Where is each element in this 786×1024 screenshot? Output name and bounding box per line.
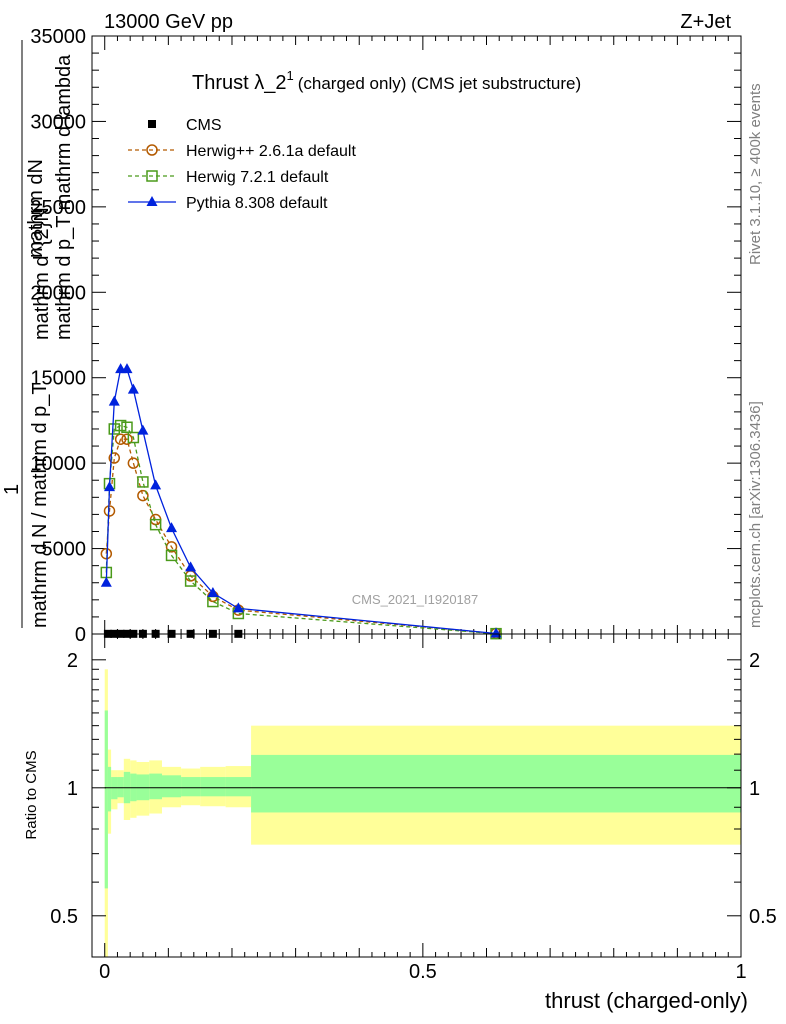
data-point <box>108 395 120 406</box>
series-layer <box>100 363 502 640</box>
main-y-tick-label: 15000 <box>30 368 86 390</box>
plot-title: Thrust λ_21 (charged only) (CMS jet subst… <box>192 68 581 94</box>
ratio-y-tick-label: 1 <box>67 778 78 800</box>
legend-label: CMS <box>186 117 222 134</box>
ratio-band-stat <box>251 754 741 813</box>
data-point <box>137 476 149 488</box>
series-1 <box>100 433 502 640</box>
data-point <box>207 586 219 597</box>
data-point <box>165 549 178 562</box>
data-point <box>114 433 127 445</box>
mcplots-reference: mcplots.cern.ch [arXiv:1306.3436] <box>747 401 764 628</box>
data-point <box>166 522 178 533</box>
ratio-y-tick-label-right: 0.5 <box>749 906 777 928</box>
data-point <box>108 452 121 464</box>
data-point <box>121 363 133 374</box>
main-y-tick-label: 0 <box>75 624 86 646</box>
legend-marker <box>146 144 158 156</box>
data-point <box>103 481 115 492</box>
data-point <box>121 433 133 445</box>
legend-marker <box>146 196 158 206</box>
data-point <box>137 424 149 435</box>
ratio-band-stat <box>225 777 252 797</box>
y-label-one: 1 <box>1 484 23 495</box>
main-y-tick-label: 20000 <box>30 282 86 304</box>
main-y-tick-label: 35000 <box>30 26 86 48</box>
ratio-band-stat <box>200 777 226 797</box>
x-axis-label: thrust (charged-only) <box>545 988 748 1013</box>
series-3 <box>100 363 502 638</box>
data-point <box>127 431 140 444</box>
main-panel: 0 5000 10000 15000 20000 25000 30000 35000 CMS_… <box>30 26 742 646</box>
ratio-x-ticks: 0 0.5 1 <box>91 634 747 983</box>
data-point <box>165 541 178 553</box>
legend-entry: Herwig 7.2.1 default <box>128 169 329 186</box>
data-point <box>127 457 140 469</box>
legend-entry: Herwig++ 2.6.1a default <box>128 143 356 160</box>
x-tick-label: 1 <box>735 961 746 983</box>
main-y-label: mathrm dN mathrm d^{2}N mathrm d p_T mat… <box>1 40 75 628</box>
legend-label: Herwig 7.2.1 default <box>186 169 329 186</box>
ratio-band-stat <box>161 775 182 798</box>
ratio-band-stat <box>107 766 112 812</box>
x-tick-label: 0 <box>99 961 110 983</box>
ratio-y-ticks: 0.5 0.5 1 1 2 2 <box>50 650 777 928</box>
data-point <box>114 419 127 432</box>
data-point <box>185 561 197 572</box>
ratio-band-stat <box>181 777 201 797</box>
ratio-y-tick-label-right: 1 <box>749 778 760 800</box>
ratio-bands <box>104 669 741 957</box>
header-energy: 13000 GeV pp <box>104 11 233 33</box>
data-point <box>184 575 197 587</box>
data-point <box>108 423 121 435</box>
ratio-band-stat <box>104 710 108 889</box>
header-process: Z+Jet <box>680 11 731 33</box>
main-y-tick-label: 25000 <box>30 197 86 219</box>
rivet-version: Rivet 3.1.10, ≥ 400k events <box>747 83 764 265</box>
series-2 <box>100 419 502 640</box>
legend-entry: Pythia 8.308 default <box>128 195 328 212</box>
analysis-watermark: CMS_2021_I1920187 <box>352 592 479 607</box>
ratio-panel: 0.5 0.51 12 2 0 0.5 1 <box>50 633 777 983</box>
y-label-top: mathrm dN <box>25 159 47 258</box>
ratio-y-label: Ratio to CMS <box>23 750 40 839</box>
ratio-band-stat <box>117 777 124 798</box>
y-label-denominator: mathrm d N / mathrm d p_T <box>29 382 51 628</box>
data-point <box>137 489 149 502</box>
series-line <box>105 424 497 635</box>
main-x-ticks <box>91 36 742 634</box>
legend-label: Herwig++ 2.6.1a default <box>186 143 356 160</box>
ratio-y-tick-label: 2 <box>67 650 78 672</box>
y-label-lambda: mathrm d^{2}N <box>31 207 53 340</box>
legend-marker <box>146 170 158 182</box>
data-point <box>100 547 113 560</box>
ratio-y-tick-label-right: 2 <box>749 650 760 672</box>
x-tick-label: 0.5 <box>409 961 437 983</box>
legend-entry: CMS <box>148 117 222 134</box>
y-label-pt: mathrm d p_T mathrm d lambda <box>53 54 75 340</box>
legend: CMS Herwig++ 2.6.1a default Herwig 7.2.1 d… <box>128 117 356 212</box>
data-point <box>232 602 244 613</box>
data-point <box>121 421 133 434</box>
data-point <box>149 518 162 531</box>
legend-label: Pythia 8.308 default <box>186 195 328 212</box>
ratio-y-tick-label: 0.5 <box>50 906 78 928</box>
main-y-tick-label: 30000 <box>30 111 86 133</box>
data-point <box>127 383 139 394</box>
legend-marker <box>148 120 156 128</box>
ratio-band-stat <box>149 773 162 800</box>
data-point <box>100 576 112 587</box>
main-y-ticks: 0 5000 10000 15000 20000 25000 30000 35000 <box>30 26 741 646</box>
ratio-frame <box>91 633 742 958</box>
data-point <box>150 479 162 490</box>
main-y-tick-label: 10000 <box>30 453 86 475</box>
main-y-tick-label: 5000 <box>42 539 87 561</box>
